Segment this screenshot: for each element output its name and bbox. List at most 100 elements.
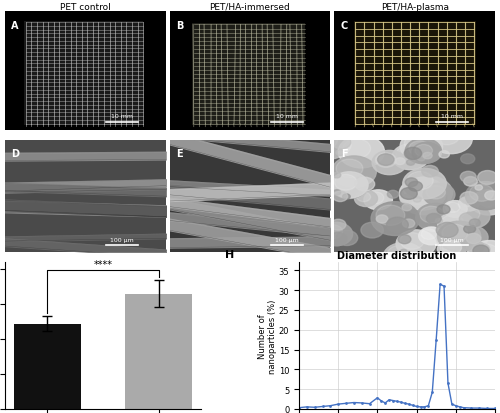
- Circle shape: [383, 243, 424, 272]
- Circle shape: [460, 213, 477, 226]
- Circle shape: [378, 154, 394, 166]
- Circle shape: [474, 193, 496, 208]
- Circle shape: [372, 151, 407, 175]
- Y-axis label: Number of
nanoparticles (%): Number of nanoparticles (%): [258, 299, 278, 373]
- Circle shape: [354, 191, 378, 207]
- Circle shape: [485, 191, 498, 200]
- Circle shape: [409, 142, 430, 157]
- Circle shape: [470, 185, 494, 202]
- Circle shape: [478, 171, 498, 185]
- Circle shape: [400, 233, 424, 250]
- Circle shape: [437, 205, 450, 214]
- Circle shape: [336, 160, 363, 178]
- Bar: [14, 324, 80, 409]
- Circle shape: [466, 241, 500, 274]
- Circle shape: [446, 203, 460, 213]
- Text: C: C: [341, 21, 348, 31]
- Circle shape: [405, 186, 432, 205]
- Circle shape: [438, 222, 481, 252]
- Circle shape: [399, 178, 446, 211]
- Circle shape: [333, 190, 340, 196]
- Circle shape: [466, 241, 484, 253]
- Circle shape: [473, 245, 489, 257]
- Circle shape: [422, 166, 438, 178]
- Circle shape: [310, 131, 338, 150]
- Circle shape: [396, 147, 418, 163]
- Circle shape: [395, 159, 405, 165]
- Circle shape: [404, 135, 430, 153]
- Circle shape: [470, 219, 480, 227]
- Circle shape: [423, 184, 455, 206]
- Circle shape: [413, 197, 421, 203]
- Circle shape: [456, 205, 490, 228]
- FancyBboxPatch shape: [354, 22, 476, 126]
- Circle shape: [386, 218, 408, 233]
- Circle shape: [336, 231, 357, 246]
- Circle shape: [396, 230, 436, 258]
- Text: B: B: [176, 21, 184, 31]
- Circle shape: [421, 229, 436, 240]
- Circle shape: [410, 180, 438, 200]
- Text: 10 mm: 10 mm: [276, 114, 298, 119]
- Text: A: A: [12, 21, 19, 31]
- Circle shape: [466, 182, 500, 210]
- FancyBboxPatch shape: [192, 24, 304, 126]
- Circle shape: [442, 215, 464, 230]
- Circle shape: [404, 181, 431, 201]
- Circle shape: [458, 197, 479, 211]
- Circle shape: [319, 223, 352, 246]
- Circle shape: [335, 177, 356, 192]
- Text: E: E: [176, 148, 182, 158]
- Circle shape: [334, 175, 357, 191]
- Circle shape: [438, 213, 474, 238]
- Circle shape: [400, 132, 442, 162]
- Circle shape: [398, 235, 411, 244]
- Circle shape: [430, 125, 472, 154]
- Circle shape: [423, 153, 432, 159]
- Circle shape: [306, 128, 351, 160]
- Circle shape: [387, 246, 412, 263]
- Circle shape: [446, 243, 466, 257]
- Title: PET/HA-plasma: PET/HA-plasma: [380, 2, 448, 12]
- Circle shape: [464, 177, 477, 187]
- Title: PET/HA-immersed: PET/HA-immersed: [210, 2, 290, 12]
- Circle shape: [436, 223, 458, 238]
- Circle shape: [412, 143, 442, 164]
- Circle shape: [442, 225, 468, 243]
- Circle shape: [400, 250, 407, 255]
- Title: Diameter distribution: Diameter distribution: [338, 251, 456, 261]
- Circle shape: [464, 225, 475, 234]
- Circle shape: [472, 244, 490, 256]
- Text: 100 μm: 100 μm: [440, 237, 464, 242]
- Circle shape: [333, 173, 341, 178]
- Circle shape: [475, 185, 482, 191]
- Circle shape: [367, 192, 384, 204]
- Circle shape: [420, 206, 444, 223]
- Circle shape: [364, 190, 392, 210]
- Circle shape: [336, 150, 344, 156]
- Circle shape: [338, 136, 384, 169]
- Circle shape: [436, 219, 442, 224]
- Circle shape: [471, 190, 500, 216]
- Circle shape: [402, 220, 414, 228]
- Circle shape: [460, 192, 478, 204]
- Text: ****: ****: [94, 260, 112, 270]
- Circle shape: [460, 172, 476, 183]
- Circle shape: [400, 183, 446, 215]
- Circle shape: [328, 233, 347, 246]
- Circle shape: [406, 177, 452, 210]
- Text: H: H: [224, 249, 234, 259]
- Circle shape: [332, 157, 376, 188]
- Circle shape: [355, 178, 374, 192]
- Circle shape: [332, 136, 351, 150]
- Circle shape: [403, 169, 446, 199]
- Text: 10 mm: 10 mm: [112, 114, 134, 119]
- Circle shape: [454, 226, 488, 249]
- Circle shape: [388, 191, 398, 199]
- Circle shape: [408, 182, 422, 192]
- Circle shape: [361, 223, 384, 238]
- Circle shape: [392, 145, 429, 170]
- Text: D: D: [12, 148, 20, 158]
- Circle shape: [434, 128, 460, 145]
- Text: 100 μm: 100 μm: [110, 237, 134, 242]
